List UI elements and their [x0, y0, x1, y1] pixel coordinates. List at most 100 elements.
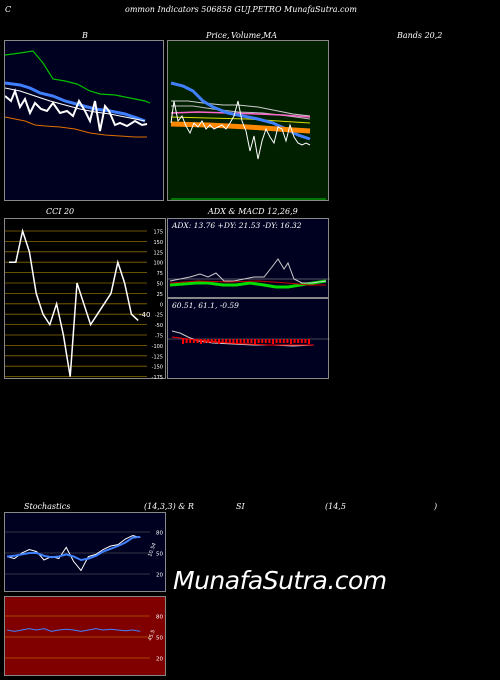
adx-panel: ADX: 13.76 +DY: 21.53 -DY: 16.32 — [167, 218, 330, 298]
bollinger-title: B — [82, 31, 88, 40]
adx-red-line — [169, 280, 326, 286]
macd-histogram-bar — [203, 339, 206, 343]
stoch-title-b: (14,3,3) & R — [144, 502, 194, 511]
macd-histogram-bar — [290, 339, 292, 344]
macd-histogram-bar — [243, 339, 246, 343]
band-mid-line-white — [5, 87, 146, 122]
ma-title: MA — [263, 31, 277, 40]
macd-histogram-bar — [189, 339, 192, 343]
adx-chart — [168, 258, 330, 289]
macd-histogram-bar — [254, 339, 256, 344]
band-mid-line — [5, 81, 146, 123]
cci-tick-label: 100 — [153, 261, 163, 267]
macd-histogram-bar — [308, 339, 310, 344]
cci-tick-label: -150 — [152, 365, 163, 371]
price-close-line — [5, 88, 148, 132]
header-c: C — [5, 5, 12, 14]
macd-histogram-bar — [214, 339, 217, 343]
band-lower-line — [5, 116, 147, 138]
macd-histogram-bar — [236, 339, 238, 344]
cci-tick-label: 0 — [160, 302, 163, 308]
stoch-title-d: (14,5 — [325, 502, 346, 511]
cci-tick-label: -25 — [155, 313, 163, 319]
osc-series-line — [6, 535, 141, 562]
osc-series-line — [6, 534, 141, 572]
stoch-title-e: ) — [434, 502, 438, 511]
adx-white-line — [169, 258, 327, 284]
macd-histogram-bar — [221, 339, 224, 343]
osc-tick-label: 50 — [156, 552, 163, 558]
bands-title: Bands 20,2 — [397, 31, 443, 40]
rsi-chart: 80 50 20 45.5 — [5, 615, 163, 663]
macd-panel: 60.51, 61.1, -0.59 — [167, 298, 330, 379]
macd-histogram-bar — [293, 339, 296, 343]
cci-tick-label: 125 — [153, 250, 163, 256]
macd-histogram-bar — [232, 339, 235, 343]
macd-histogram-bar — [218, 339, 220, 344]
macd-histogram-bar — [279, 339, 282, 343]
price-panel — [167, 40, 329, 201]
price-line — [170, 100, 311, 160]
ma-pink-line — [170, 111, 311, 118]
cci-tick-label: 150 — [153, 240, 163, 246]
cci-tick-label: -50 — [155, 323, 163, 329]
macd-histogram-bar — [304, 339, 307, 343]
macd-histogram-bar — [297, 339, 300, 343]
ma-yellow-line — [170, 116, 311, 124]
macd-histogram-bar — [225, 339, 228, 343]
cci-title: CCI 20 — [46, 207, 75, 216]
macd-histogram-bar — [228, 339, 231, 343]
stoch-title-a: Stochastics — [24, 502, 71, 511]
macd-histogram-bar — [300, 339, 303, 343]
stoch-panel: 80 50 20 10.54 — [4, 512, 166, 592]
macd-histogram-bar — [282, 339, 285, 343]
stoch-title-c: SI — [236, 502, 245, 511]
cci-tick-label: 75 — [157, 271, 163, 277]
band-upper-line — [5, 50, 151, 104]
bollinger-chart — [5, 50, 151, 138]
macd-values: 60.51, 61.1, -0.59 — [172, 301, 239, 310]
cci-tick-label: -75 — [155, 334, 163, 340]
bollinger-panel — [4, 40, 164, 201]
adx-values: ADX: 13.76 +DY: 21.53 -DY: 16.32 — [172, 221, 302, 230]
header-title: ommon Indicators 506858 GUJ.PETRO Munafa… — [125, 5, 357, 14]
macd-histogram-bar — [182, 339, 184, 344]
macd-histogram-bar — [275, 339, 278, 343]
macd-histogram-bar — [192, 339, 195, 343]
price-title: Price, — [206, 31, 230, 40]
macd-histogram-bar — [286, 339, 289, 343]
ma-white-line-1 — [171, 100, 311, 117]
osc-tick-label: 50 — [156, 636, 163, 642]
macd-histogram-bar — [272, 339, 274, 344]
cci-current-label: -40 — [139, 311, 150, 319]
adx-green-line — [169, 279, 327, 289]
macd-histogram-bar — [239, 339, 242, 343]
osc-series-line — [6, 628, 141, 632]
rsi-panel: 80 50 20 45.5 — [4, 596, 166, 676]
osc-value-label: 10.54 — [147, 542, 158, 558]
cci-line — [9, 228, 139, 377]
cci-chart: 175 150 125 100 75 50 25 0 -25 -50 -75 -100 -125 -150… — [5, 228, 163, 380]
macd-histogram-bar — [196, 339, 199, 343]
macd-histogram-bar — [200, 339, 202, 344]
macd-histogram-bar — [264, 339, 267, 343]
cci-tick-label: -100 — [152, 344, 163, 350]
osc-value-label: 45.5 — [147, 629, 156, 642]
osc-tick-label: 20 — [156, 573, 163, 579]
macd-histogram-bar — [246, 339, 249, 343]
macd-chart — [168, 330, 330, 347]
cci-tick-label: -175 — [152, 375, 163, 380]
cci-tick-label: 50 — [157, 282, 163, 288]
cci-tick-label: -125 — [152, 354, 163, 360]
volume-title: Volume, — [231, 31, 264, 40]
macd-histogram-bar — [261, 339, 264, 343]
osc-tick-label: 20 — [156, 657, 163, 663]
osc-tick-label: 80 — [156, 615, 163, 621]
macd-histogram-bar — [250, 339, 253, 343]
adx-macd-title: ADX & MACD 12,26,9 — [208, 207, 298, 216]
cci-panel: 175 150 125 100 75 50 25 0 -25 -50 -75 -100 -125 -150… — [4, 218, 166, 380]
cci-tick-label: 25 — [157, 292, 163, 298]
macd-histogram-bar — [185, 339, 188, 343]
macd-histogram-bar — [210, 339, 213, 343]
price-chart — [170, 81, 326, 200]
